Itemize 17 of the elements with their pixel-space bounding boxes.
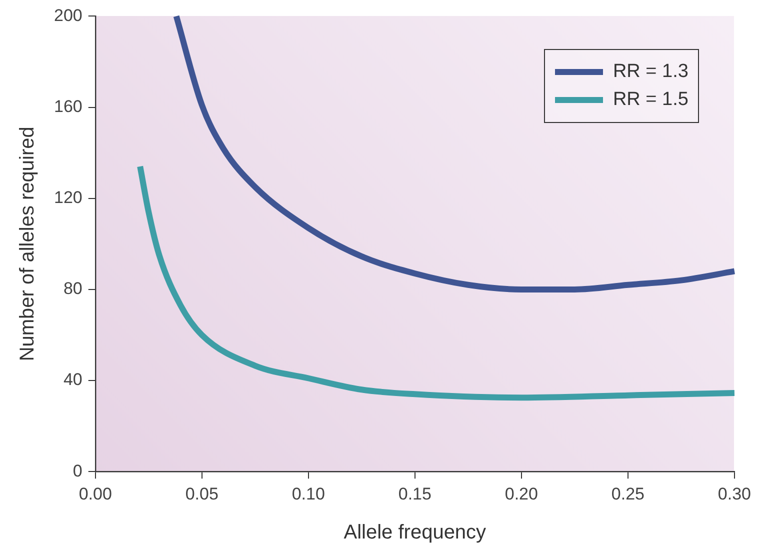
y-tick-label: 120 <box>54 188 82 208</box>
y-tick-label: 80 <box>63 279 82 298</box>
y-tick-label: 160 <box>54 96 82 116</box>
x-tick-label: 0.05 <box>185 484 218 504</box>
x-tick-label: 0.15 <box>398 484 432 504</box>
x-tick-label: 0.20 <box>504 484 538 504</box>
y-tick-label: 40 <box>63 370 82 390</box>
x-tick-label: 0.00 <box>78 484 112 504</box>
legend-label: RR = 1.3 <box>612 61 688 84</box>
legend-label: RR = 1.5 <box>612 89 688 112</box>
y-tick-label: 0 <box>72 461 82 480</box>
x-tick-label: 0.10 <box>292 484 325 504</box>
x-tick-label: 0.30 <box>718 484 752 504</box>
y-tick-label: 200 <box>54 6 82 25</box>
x-tick-label: 0.25 <box>611 484 644 504</box>
x-axis-title: Allele frequency <box>344 522 486 544</box>
y-axis-title: Number of alleles required <box>16 126 39 362</box>
